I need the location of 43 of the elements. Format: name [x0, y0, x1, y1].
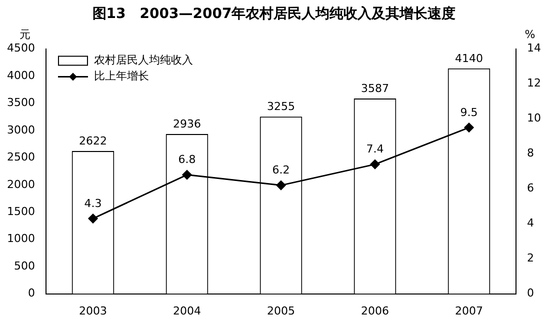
x-tick-label: 2005: [267, 304, 295, 318]
y-tick-label: 1000: [6, 232, 35, 246]
y2-axis-title: %: [524, 28, 536, 42]
x-tick-label: 2007: [455, 304, 483, 318]
point: [276, 180, 286, 190]
y2-tick-label: 14: [527, 42, 542, 55]
y-tick-label: 2500: [6, 150, 35, 164]
legend-label: 农村居民人均纯收入: [94, 54, 193, 67]
point: [88, 214, 98, 224]
data-label: 6.8: [178, 153, 196, 166]
x-tick-label: 2006: [361, 304, 389, 318]
x-tick-label: 2004: [172, 304, 201, 318]
x-tick-label: 2003: [78, 304, 107, 318]
y-axis-title: 元: [19, 28, 30, 42]
y2-tick-label: 10: [527, 112, 542, 125]
y-tick-label: 4500: [6, 42, 35, 55]
y2-tick-label: 8: [527, 146, 534, 160]
y-tick-label: 0: [28, 286, 35, 300]
y-tick-label: 1500: [6, 204, 35, 218]
point: [464, 122, 474, 132]
y-tick-label: 500: [14, 259, 35, 272]
data-label: 2936: [172, 117, 201, 130]
y2-tick-label: 4: [527, 216, 534, 230]
y2-tick-label: 0: [527, 286, 534, 300]
y-tick-label: 3500: [6, 96, 35, 110]
y-tick-label: 4000: [6, 68, 35, 82]
legend-label: 比上年增长: [94, 70, 149, 83]
chart-title: 图13 2003—2007年农村居民人均纯收入及其增长速度: [92, 5, 456, 22]
y2-tick-label: 6: [527, 182, 534, 195]
data-label: 3587: [361, 82, 389, 95]
y-tick-label: 3000: [6, 123, 35, 136]
data-label: 4140: [455, 52, 483, 65]
point: [182, 170, 192, 180]
data-label: 6.2: [272, 164, 290, 177]
data-label: 4.3: [84, 196, 102, 210]
point: [370, 160, 380, 170]
y-tick-label: 2000: [6, 178, 35, 191]
data-label: 9.5: [460, 106, 478, 119]
y2-tick-label: 2: [527, 252, 534, 265]
y2-tick-label: 12: [527, 76, 542, 90]
data-label: 7.4: [366, 142, 384, 156]
data-label: 3255: [267, 100, 295, 113]
data-label: 2622: [78, 134, 107, 148]
